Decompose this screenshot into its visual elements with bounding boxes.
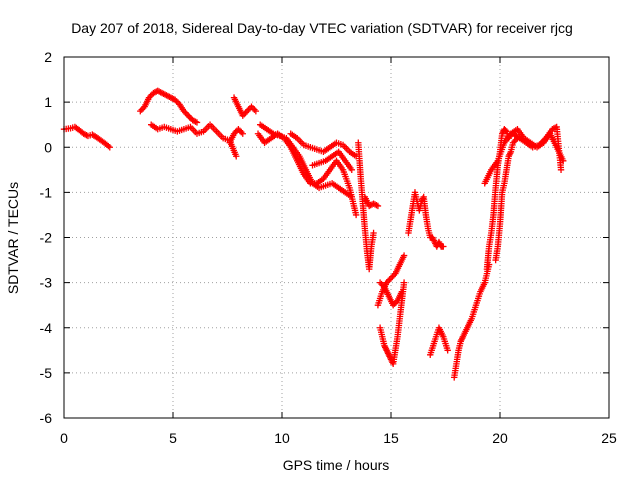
data-point — [387, 274, 395, 282]
data-point — [440, 243, 447, 250]
data-point — [400, 252, 408, 259]
y-tick-label: 2 — [44, 49, 52, 65]
series-trace-o — [405, 189, 447, 250]
data-point — [376, 279, 384, 286]
data-point — [560, 157, 567, 164]
y-tick-label: -2 — [40, 230, 53, 246]
data-point — [502, 127, 509, 134]
series-trace-e — [226, 126, 246, 146]
y-tick-label: -3 — [40, 275, 53, 291]
data-point — [105, 142, 112, 150]
x-tick-label: 25 — [601, 430, 617, 446]
data-point — [444, 347, 451, 354]
data-point — [348, 166, 355, 174]
y-tick-label: -5 — [40, 365, 53, 381]
x-tick-label: 10 — [274, 430, 290, 446]
series-trace-u — [481, 126, 567, 187]
series-trace-c — [148, 121, 240, 160]
series-trace-k — [361, 193, 382, 210]
data-point — [374, 202, 382, 210]
chart-title: Day 207 of 2018, Sidereal Day-to-day VTE… — [71, 20, 573, 36]
data-point — [348, 193, 355, 201]
data-point — [138, 106, 145, 113]
data-point — [236, 127, 244, 134]
data-point — [370, 229, 377, 237]
data-point — [248, 103, 255, 110]
data-point — [239, 130, 246, 137]
series-trace-a — [60, 123, 113, 151]
data-point — [400, 279, 408, 286]
series-trace-s — [492, 135, 521, 264]
data-point — [252, 107, 260, 115]
x-tick-label: 20 — [492, 430, 508, 446]
x-tick-label: 0 — [60, 430, 68, 446]
data-point — [245, 106, 252, 113]
data-point — [235, 126, 242, 133]
series-trace-m — [376, 279, 406, 309]
x-tick-label: 5 — [169, 430, 177, 446]
data-point — [186, 113, 193, 121]
data-point — [352, 211, 360, 219]
data-point — [183, 110, 191, 118]
series-trace-b — [137, 87, 201, 126]
y-axis-label: SDTVAR / TECUs — [5, 182, 21, 294]
data-point — [137, 107, 144, 115]
series-trace-d — [230, 94, 260, 119]
x-tick-label: 15 — [383, 430, 399, 446]
data-marks — [60, 87, 567, 381]
y-tick-label: -6 — [40, 410, 53, 426]
series-trace-j — [355, 139, 377, 273]
y-tick-label: -1 — [40, 184, 53, 200]
data-point — [557, 166, 565, 174]
data-point — [233, 153, 240, 160]
data-point — [249, 104, 257, 112]
data-point — [238, 129, 245, 136]
x-axis-label: GPS time / hours — [283, 457, 390, 473]
data-point — [251, 106, 258, 113]
series-trace-p — [427, 324, 451, 359]
y-tick-label: 1 — [44, 94, 52, 110]
series-trace-q — [451, 261, 493, 381]
series-trace-n — [376, 279, 408, 368]
data-point — [193, 119, 201, 126]
axis-ticks: 0 5 10 15 20 25 -6 -5 -4 -3 -2 -1 0 1 2 — [40, 49, 617, 446]
series-trace-i — [309, 148, 355, 174]
data-point — [371, 201, 379, 208]
data-point — [192, 118, 199, 125]
series-trace-g — [257, 121, 355, 201]
data-point — [389, 273, 396, 280]
data-point — [386, 276, 393, 283]
y-tick-label: 0 — [44, 139, 52, 155]
grid — [64, 57, 609, 418]
data-point — [373, 201, 380, 209]
data-point — [106, 144, 113, 151]
data-point — [185, 112, 192, 119]
data-point — [242, 109, 249, 116]
y-tick-label: -4 — [40, 320, 53, 336]
